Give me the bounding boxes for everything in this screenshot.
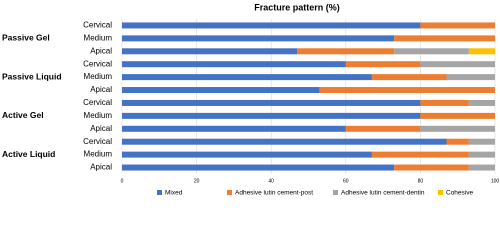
x-tick-label: 0 [121,178,124,184]
y-tick-label: Cervical [83,59,112,68]
bar-segment [122,164,395,171]
x-tick-label: 20 [194,178,200,184]
x-tick-label: 80 [418,178,424,184]
bar-segment [122,74,372,81]
chart-title: Fracture pattern (%) [254,2,340,12]
legend-swatch [227,190,232,195]
group-label: Passive Liquid [2,71,62,81]
bar-segment [468,48,495,55]
legend-swatch [157,190,162,195]
bar-segment [468,138,495,145]
legend-swatch [333,190,338,195]
x-tick-label: 40 [268,178,274,184]
y-tick-label: Medium [84,111,113,120]
bar-segment [122,87,320,94]
bar-segment [122,61,346,68]
y-tick-label: Apical [90,85,112,94]
bar-segment [420,22,495,29]
bar-segment [122,138,447,145]
y-tick-label: Cervical [83,98,112,107]
bar-segment [394,35,495,42]
bar-segment [446,74,495,81]
group-label: Active Gel [2,110,44,120]
bar-segment [345,61,421,68]
group-label: Active Liquid [2,149,55,159]
y-tick-label: Medium [84,150,113,159]
bar-segment [468,99,495,106]
y-tick-label: Cervical [83,21,112,30]
group-label: Passive Gel [2,33,50,43]
y-tick-label: Medium [84,33,113,42]
bar-segment [468,151,495,158]
bar-segment [371,151,469,158]
bar-segment [446,138,469,145]
bar-segment [122,22,421,29]
legend-label: Adhesive lutin cement-dentin [341,190,425,197]
x-tick-label: 100 [491,178,500,184]
y-tick-label: Apical [90,46,112,55]
bar-segment [468,164,495,171]
legend-label: Adhesive lutin cement-post [235,190,313,197]
legend-label: Mixed [165,190,183,197]
bar-segment [122,112,421,119]
y-tick-label: Medium [84,72,113,81]
bar-segment [420,125,495,132]
bar-segment [122,35,395,42]
bar-segment [394,164,469,171]
bar-segment [345,125,421,132]
bar-segment [122,48,298,55]
bar-segment [297,48,395,55]
bar-segment [122,151,372,158]
bar-segment [420,99,469,106]
bar-segment [420,112,495,119]
bar-segment [371,74,447,81]
y-tick-label: Cervical [83,137,112,146]
x-tick-label: 60 [343,178,349,184]
y-tick-label: Apical [90,124,112,133]
bar-segment [394,48,469,55]
chart: Fracture pattern (%) 0 20 40 60 80 100 Passive… [2,2,500,197]
legend-swatch [438,190,443,195]
legend-label: Cohesive [446,190,473,197]
bar-segment [122,125,346,132]
bar-segment [319,87,495,94]
bar-segment [420,61,495,68]
y-tick-label: Apical [90,163,112,172]
bar-segment [122,99,421,106]
